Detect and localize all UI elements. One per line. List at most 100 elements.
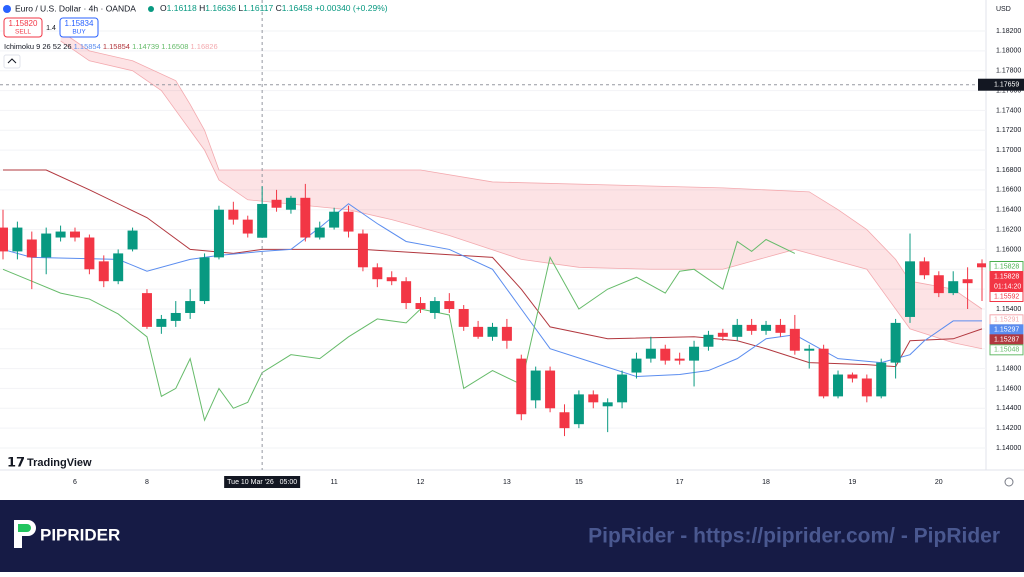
candle-body xyxy=(84,237,95,270)
candle-body xyxy=(12,227,23,252)
buy-button[interactable] xyxy=(59,17,99,38)
candle-body xyxy=(69,231,80,238)
candle-body xyxy=(948,281,959,294)
candle-body xyxy=(314,227,325,238)
candle-body xyxy=(372,267,383,280)
countdown: 01:14:20 xyxy=(994,283,1021,290)
candle-body xyxy=(300,197,311,238)
y-tick-label: 1.14800 xyxy=(996,365,1021,372)
candle-body xyxy=(732,324,743,337)
ohlc: O1.16118 H1.16636 L1.16117 C1.16458 +0.0… xyxy=(160,3,388,13)
ohlc-label: L xyxy=(238,3,243,13)
candle-body xyxy=(905,261,916,317)
candle-body xyxy=(357,233,368,268)
y-tick-label: 1.17600 xyxy=(996,87,1021,94)
candle-body xyxy=(127,230,138,250)
ohlc-value: 1.16636 xyxy=(205,3,236,13)
y-tick-label: 1.14400 xyxy=(996,405,1021,412)
x-tick-label: 18 xyxy=(762,479,770,486)
candle-body xyxy=(386,277,397,282)
candle-body xyxy=(746,324,757,331)
candle-body xyxy=(861,378,872,397)
candle-body xyxy=(588,394,599,403)
sell-button[interactable] xyxy=(3,17,43,38)
candle-body xyxy=(113,253,124,282)
candle-body xyxy=(876,362,887,397)
price-tag-label: 1.15828 xyxy=(994,263,1019,270)
candle-body xyxy=(977,263,986,268)
candle-body xyxy=(156,318,167,327)
x-tick-label: 8 xyxy=(145,479,149,486)
indicator-legend: Ichimoku 9 26 52 26 1.15854 1.15854 1.14… xyxy=(4,42,218,51)
y-tick-label: 1.18200 xyxy=(996,28,1021,35)
indicator-line xyxy=(2,203,982,378)
candle-body xyxy=(170,312,181,321)
indicator-value: 1.15854 xyxy=(103,42,130,51)
price-tag-label: 1.15048 xyxy=(994,347,1019,354)
candle-body xyxy=(98,261,109,282)
candle-body xyxy=(185,301,196,313)
indicator-line xyxy=(2,238,796,422)
price-tag-label: 1.15291 xyxy=(994,317,1019,324)
candle-body xyxy=(213,209,224,258)
y-tick-label: 1.17400 xyxy=(996,107,1021,114)
banner xyxy=(0,500,1024,572)
price-tag-label: 1.15287 xyxy=(994,337,1019,344)
y-tick-label: 1.14600 xyxy=(996,385,1021,392)
x-tick-label: 15 xyxy=(575,479,583,486)
cloud-edge xyxy=(60,40,983,350)
price-tag-label: 1.15828 xyxy=(994,273,1019,280)
y-tick-label: 1.16800 xyxy=(996,167,1021,174)
candle-body xyxy=(257,203,268,238)
crosshair-price: 1.17659 xyxy=(994,82,1019,89)
candle-body xyxy=(804,348,815,351)
price-tag xyxy=(989,344,1024,356)
settings-icon[interactable] xyxy=(1004,477,1014,487)
crosshair-time-tag xyxy=(224,476,301,488)
candle-body xyxy=(26,239,37,258)
ohlc-value: 1.16117 xyxy=(243,3,273,13)
ohlc-value: 1.16118 xyxy=(167,3,197,13)
y-tick-label: 1.14000 xyxy=(996,445,1021,452)
candle-body xyxy=(761,324,772,331)
indicator-value: 1.16826 xyxy=(191,42,218,51)
candle-body xyxy=(242,219,253,234)
brand: PIPRIDER xyxy=(40,525,120,544)
candle-body xyxy=(559,412,570,429)
candle-body xyxy=(660,348,671,361)
candle-body xyxy=(228,209,239,220)
candle-body xyxy=(530,370,541,401)
y-tick-label: 1.15400 xyxy=(996,306,1021,313)
candle-body xyxy=(602,402,613,407)
candle-body xyxy=(717,332,728,337)
buy-price: 1.15834 xyxy=(65,19,94,28)
candle-body xyxy=(141,293,152,327)
y-tick-label: 1.16400 xyxy=(996,207,1021,214)
sell-price: 1.15820 xyxy=(9,19,38,28)
price-tag xyxy=(989,291,1024,303)
y-tick-label: 1.16000 xyxy=(996,246,1021,253)
candle-body xyxy=(343,211,354,232)
indicator-value: 1.14739 xyxy=(132,42,159,51)
x-tick-label: 13 xyxy=(503,479,511,486)
x-tick-label: 17 xyxy=(676,479,684,486)
x-tick-label: 20 xyxy=(935,479,943,486)
candle-body xyxy=(0,227,8,252)
candle-body xyxy=(41,233,52,258)
indicator-value: 1.16508 xyxy=(161,42,188,51)
candle-body xyxy=(631,358,642,373)
candle-body xyxy=(703,334,714,347)
x-tick-label: 12 xyxy=(417,479,425,486)
candle-body xyxy=(933,275,944,294)
sell-label: SELL xyxy=(15,29,31,36)
candle-body xyxy=(833,374,844,397)
spread: 1.4 xyxy=(46,25,56,32)
y-tick-label: 1.18000 xyxy=(996,48,1021,55)
collapse-button[interactable] xyxy=(3,54,21,69)
candle-body xyxy=(271,199,282,208)
candle-body xyxy=(401,281,412,304)
ohlc-label: O xyxy=(160,3,167,13)
price-tag-label: 1.15592 xyxy=(994,293,1019,300)
y-tick-label: 1.17800 xyxy=(996,68,1021,75)
